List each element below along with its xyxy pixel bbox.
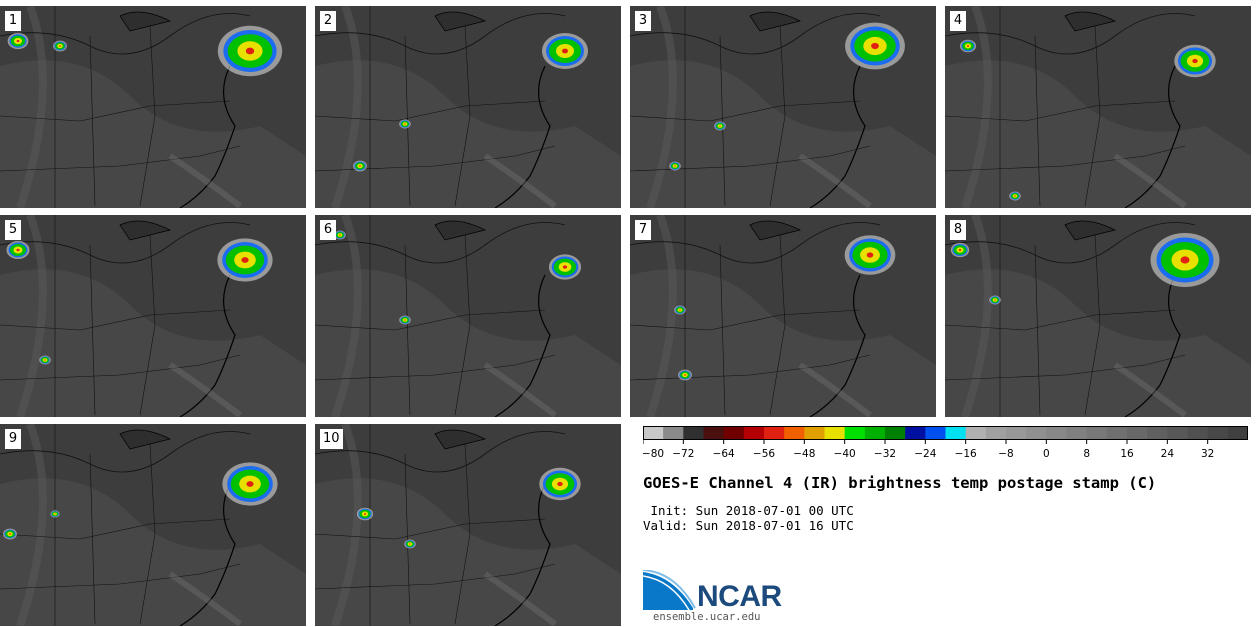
panel-number-label: 7 [635,220,651,240]
colorbar-bin [1227,426,1248,440]
satellite-map [0,215,306,417]
ncar-logo-icon [643,570,696,611]
figure-title: GOES-E Channel 4 (IR) brightness temp po… [643,474,1157,492]
colorbar-bin [1127,426,1148,440]
satellite-map [0,424,306,626]
map-panel-1: 1 [0,6,306,208]
colorbar [643,426,1248,440]
map-panel-9: 9 [0,424,306,626]
colorbar-tick-label: 32 [1201,448,1214,460]
colorbar-bin [804,426,825,440]
colorbar-bin [885,426,906,440]
satellite-map [945,215,1251,417]
colorbar-tick-label: −64 [713,448,735,460]
colorbar-border [643,426,1248,440]
colorbar-bin [925,426,946,440]
map-panel-4: 4 [945,6,1251,208]
colorbar-bin [743,426,765,440]
panel-number-label: 2 [320,11,336,31]
panel-number-label: 8 [950,220,966,240]
colorbar-bin [864,426,886,440]
map-panel-7: 7 [630,215,936,417]
colorbar-bin [1006,426,1027,440]
colorbar-tick-label: 0 [1043,448,1050,460]
colorbar-bin [1026,426,1047,440]
map-panel-10: 10 [315,424,621,626]
colorbar-tick-label: −32 [874,448,896,460]
panel-number-label: 9 [5,429,21,449]
colorbar-bin [985,426,1007,440]
map-panel-8: 8 [945,215,1251,417]
colorbar-tick-label: −24 [914,448,936,460]
map-panel-6: 6 [315,215,621,417]
satellite-map [315,424,621,626]
colorbar-bin [945,426,967,440]
panel-number-label: 5 [5,220,21,240]
colorbar-bin [824,426,846,440]
colorbar-bin [1066,426,1088,440]
colorbar-bin [1147,426,1168,440]
colorbar-tick-label: 16 [1120,448,1134,460]
colorbar-tick-label: 24 [1161,448,1175,460]
map-panel-2: 2 [315,6,621,208]
colorbar-tick-label: −48 [793,448,815,460]
ensemble-url[interactable]: ensemble.ucar.edu [653,611,761,623]
valid-time: Valid: Sun 2018-07-01 16 UTC [643,518,854,533]
colorbar-bin [764,426,785,440]
colorbar-bin [723,426,745,440]
colorbar-tick-label: 8 [1083,448,1090,460]
colorbar-bin [663,426,684,440]
panel-number-label: 10 [320,429,343,449]
colorbar-bin [643,426,664,440]
satellite-map [945,6,1251,208]
satellite-map [630,6,936,208]
colorbar-tick-label: −8 [998,448,1013,460]
colorbar-bin [1086,426,1108,440]
colorbar-bin [1167,426,1188,440]
map-panel-5: 5 [0,215,306,417]
panel-number-label: 3 [635,11,651,31]
satellite-map [0,6,306,208]
colorbar-ticks: −80 −72 −64 −56 −48 −40 −32 −24 −16 −8 0 8 16 24 32 [643,440,1214,460]
colorbar-bin [784,426,805,440]
colorbar-tick-label: −40 [834,448,856,460]
panel-number-label: 6 [320,220,336,240]
satellite-map [630,215,936,417]
panel-number-label: 1 [5,11,21,31]
colorbar-bin [683,426,704,440]
colorbar-tick-label: −72 [672,448,694,460]
colorbar-bin [1106,426,1128,440]
panel-number-label: 4 [950,11,966,31]
colorbar-bin [1207,426,1229,440]
colorbar-tick-label: −56 [753,448,775,460]
colorbar-bin [844,426,866,440]
colorbar-bin [1187,426,1209,440]
colorbar-bin [1046,426,1067,440]
satellite-map [315,6,621,208]
colorbar-bin [703,426,725,440]
colorbar-bin [905,426,926,440]
colorbar-tick-label: −80 [643,448,664,460]
satellite-map [315,215,621,417]
init-time: Init: Sun 2018-07-01 00 UTC [643,503,854,518]
colorbar-tick-label: −16 [955,448,977,460]
map-panel-3: 3 [630,6,936,208]
ncar-logo-text: NCAR [697,580,782,613]
colorbar-bin [965,426,987,440]
